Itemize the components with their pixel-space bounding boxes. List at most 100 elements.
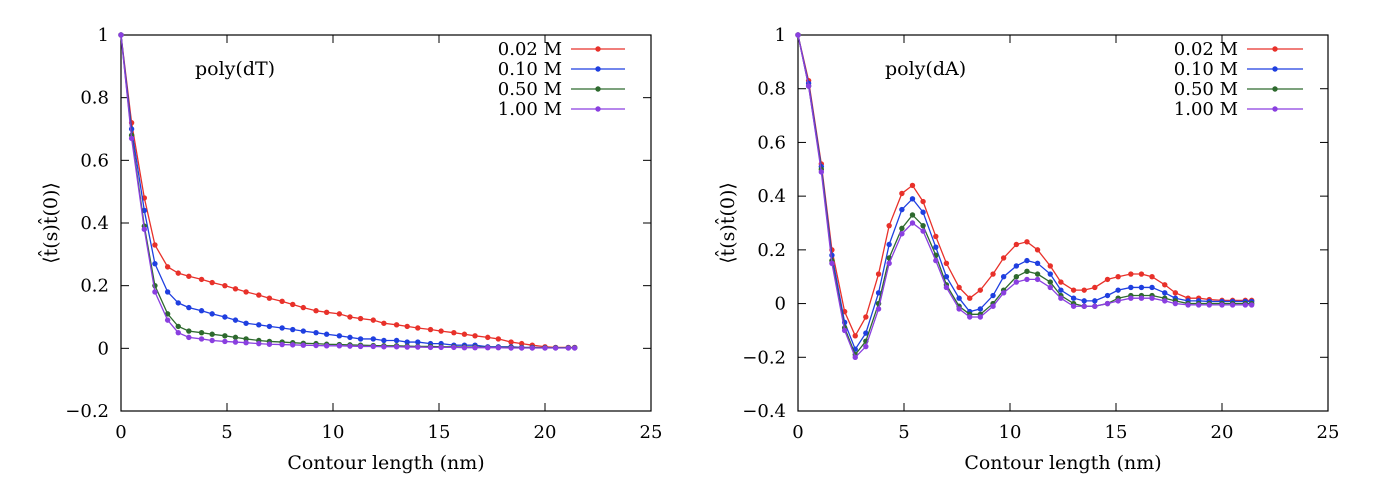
data-point	[571, 345, 578, 351]
data-point	[232, 286, 239, 292]
data-point	[1149, 284, 1155, 291]
data-point	[805, 83, 812, 89]
y-tick-label: 1	[775, 25, 786, 46]
data-point	[357, 336, 364, 342]
legend-label: 1.00 M	[1174, 99, 1238, 120]
data-point	[1081, 287, 1087, 293]
data-point	[943, 260, 950, 266]
data-point	[1034, 271, 1041, 277]
data-point	[1185, 302, 1191, 308]
data-point	[1092, 284, 1098, 291]
data-point	[1104, 292, 1111, 299]
data-point	[222, 314, 228, 320]
data-point	[899, 225, 905, 232]
data-point	[1024, 276, 1030, 283]
y-tick-label: 0.2	[757, 240, 786, 261]
data-point	[336, 343, 343, 349]
data-point	[1162, 298, 1168, 304]
data-point	[370, 317, 376, 323]
data-point	[956, 306, 962, 312]
data-point	[795, 32, 801, 38]
data-point	[518, 345, 525, 351]
data-point	[977, 287, 984, 293]
data-point	[404, 323, 410, 330]
x-tick-label: 0	[115, 422, 126, 443]
y-tick-label: 0.6	[80, 150, 109, 171]
data-point	[313, 329, 319, 336]
data-point	[266, 341, 273, 347]
y-tick-label: 0	[98, 338, 109, 359]
data-point	[1047, 284, 1053, 291]
data-point	[1024, 268, 1030, 275]
data-point	[438, 344, 444, 351]
series-1-00-M	[795, 32, 1255, 360]
data-point	[175, 329, 181, 336]
data-point	[1138, 271, 1145, 277]
data-point	[381, 320, 387, 326]
legend-marker	[1272, 46, 1278, 52]
data-point	[1034, 276, 1041, 283]
data-point	[1081, 303, 1087, 309]
data-point	[256, 292, 262, 298]
data-point	[243, 336, 249, 342]
data-point	[370, 336, 376, 342]
data-point	[875, 271, 882, 277]
data-point	[198, 308, 205, 314]
data-point	[1115, 298, 1121, 304]
data-point	[1000, 290, 1007, 296]
data-point	[393, 344, 400, 350]
data-point	[495, 345, 502, 351]
data-point	[1000, 255, 1007, 261]
data-point	[990, 303, 996, 309]
y-tick-label: −0.4	[742, 401, 786, 422]
data-point	[357, 315, 364, 322]
data-point	[818, 169, 825, 175]
data-point	[279, 298, 285, 305]
data-point	[415, 339, 421, 345]
data-point	[393, 337, 400, 344]
data-point	[347, 314, 353, 320]
data-point	[508, 345, 514, 351]
legend-label: 0.02 M	[1174, 39, 1238, 60]
data-point	[1138, 295, 1145, 301]
data-point	[1219, 302, 1225, 308]
y-tick-label: 0.8	[757, 79, 786, 100]
panel-annotation: poly(dT)	[195, 58, 275, 80]
data-point	[164, 289, 171, 295]
chart-panel-2: 0 5 10 15 20 25 −0.4 −0.2 0 0.2 0.4 0.6 0.8 1 Contour …	[714, 25, 1340, 474]
data-point	[451, 329, 457, 336]
data-point	[279, 341, 285, 348]
data-point	[829, 260, 835, 266]
data-point	[313, 342, 319, 349]
data-point	[1070, 287, 1077, 293]
data-point	[347, 334, 353, 341]
legend-marker	[1272, 66, 1278, 72]
legend-label: 1.00 M	[498, 99, 562, 120]
data-point	[198, 336, 205, 342]
data-point	[186, 328, 192, 334]
data-point	[427, 344, 434, 351]
data-point	[232, 334, 239, 341]
data-point	[427, 326, 434, 333]
data-point	[336, 311, 343, 317]
data-point	[209, 331, 215, 337]
data-point	[1115, 274, 1121, 280]
data-point	[1013, 263, 1020, 269]
data-point	[565, 345, 572, 351]
data-point	[323, 331, 330, 337]
y-tick-label: 1	[98, 25, 109, 46]
data-point	[290, 326, 296, 333]
series-1-00-M	[118, 32, 578, 351]
data-point	[141, 226, 148, 232]
x-axis-label: Contour length (nm)	[287, 452, 484, 474]
data-point	[933, 257, 939, 264]
data-point	[1013, 279, 1020, 285]
x-tick-label: 20	[1211, 422, 1234, 443]
data-point	[175, 323, 181, 330]
x-tick-label: 5	[221, 422, 232, 443]
data-point	[152, 261, 158, 267]
data-point	[920, 222, 926, 229]
data-point	[381, 344, 387, 350]
data-point	[393, 322, 400, 328]
legend-label: 0.50 M	[1174, 79, 1238, 100]
